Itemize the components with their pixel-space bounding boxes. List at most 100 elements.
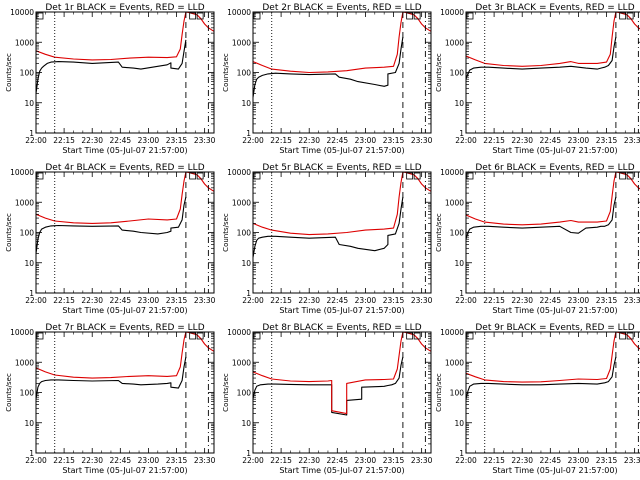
x-tick-label: 23:00: [355, 456, 377, 465]
plot-area: [36, 332, 214, 400]
axes-frame: [252, 11, 432, 134]
axes-frame: [35, 171, 215, 294]
x-tick-label: 22:30: [298, 296, 320, 305]
panel-title: Det 5r BLACK = Events, RED = LLD: [262, 163, 421, 173]
axes-frame: [35, 331, 215, 454]
y-tick-label: 10000: [227, 8, 251, 17]
x-tick-label: 23:15: [166, 136, 188, 145]
x-tick-label: 22:30: [511, 136, 533, 145]
x-tick-label: 22:00: [25, 136, 47, 145]
y-tick-label: 10: [454, 259, 464, 268]
x-tick-label: 23:00: [138, 296, 160, 305]
chart-panel-3: Det 3r BLACK = Events, RED = LLD 1 10 100 10…: [435, 3, 640, 155]
y-tick-label: 1: [459, 289, 464, 298]
events-series-line: [36, 39, 187, 94]
x-tick-label: 23:15: [383, 296, 405, 305]
axes-frame: [465, 331, 640, 454]
chart-panel-1: Det 1r BLACK = Events, RED = LLD 1 10 100 10…: [5, 3, 216, 155]
x-tick-label: 22:45: [540, 136, 562, 145]
y-tick-label: 10000: [440, 328, 464, 337]
axes-frame: [465, 11, 640, 134]
chart-panel-4: Det 4r BLACK = Events, RED = LLD 1 10 100 10…: [5, 163, 216, 315]
y-axis-label: Counts/sec: [435, 213, 443, 252]
marker-box-1: [253, 12, 261, 20]
events-series-line: [36, 196, 187, 254]
x-tick-label: 22:15: [270, 456, 292, 465]
y-tick-label: 10: [241, 99, 251, 108]
lld-series-line: [253, 12, 431, 74]
panel-title: Det 7r BLACK = Events, RED = LLD: [45, 323, 204, 333]
y-axis-label: Counts/sec: [222, 53, 230, 92]
x-tick-label: 22:15: [483, 296, 505, 305]
events-series-line: [466, 356, 617, 400]
marker-box-3: [413, 332, 421, 340]
x-tick-label: 23:00: [568, 456, 590, 465]
x-tick-label: 22:45: [110, 136, 132, 145]
x-axis-label: Start Time (05-Jul-07 21:57:00): [279, 466, 404, 475]
panel-title: Det 6r BLACK = Events, RED = LLD: [475, 163, 634, 173]
marker-box-2: [406, 12, 414, 20]
y-tick-label: 10000: [227, 328, 251, 337]
y-tick-label: 10000: [440, 8, 464, 17]
x-tick-label: 23:15: [596, 296, 618, 305]
y-tick-label: 1000: [232, 358, 251, 367]
marker-box-1: [466, 172, 474, 180]
lld-series-line: [466, 172, 640, 226]
x-tick-label: 22:00: [455, 296, 477, 305]
x-axis-label: Start Time (05-Jul-07 21:57:00): [62, 146, 187, 155]
y-axis-label: Counts/sec: [5, 373, 13, 412]
y-axis-label: Counts/sec: [5, 213, 13, 252]
lld-series-line: [466, 332, 640, 383]
y-tick-label: 10000: [10, 168, 34, 177]
x-axis-label: Start Time (05-Jul-07 21:57:00): [62, 306, 187, 315]
events-series-line: [253, 36, 404, 98]
x-tick-label: 22:00: [455, 456, 477, 465]
x-tick-label: 23:00: [138, 456, 160, 465]
plot-area: [36, 12, 214, 94]
lld-series-line: [466, 12, 640, 67]
y-tick-label: 100: [237, 229, 252, 238]
y-tick-label: 10: [241, 259, 251, 268]
plot-area: [466, 12, 640, 80]
x-tick-label: 23:00: [568, 296, 590, 305]
events-series-line: [466, 36, 617, 80]
x-axis-label: Start Time (05-Jul-07 21:57:00): [279, 146, 404, 155]
marker-box-2: [406, 332, 414, 340]
plot-area: [253, 332, 431, 416]
x-tick-label: 23:15: [166, 296, 188, 305]
x-axis-label: Start Time (05-Jul-07 21:57:00): [492, 146, 617, 155]
events-series-line: [466, 196, 617, 240]
x-tick-label: 22:45: [327, 456, 349, 465]
y-tick-label: 10: [24, 419, 34, 428]
x-tick-label: 23:15: [166, 456, 188, 465]
panel-title: Det 1r BLACK = Events, RED = LLD: [45, 3, 204, 13]
marker-box-1: [466, 12, 474, 20]
marker-box-1: [36, 332, 44, 340]
plot-area: [36, 172, 214, 254]
lld-series-line: [253, 332, 431, 415]
y-tick-label: 10: [454, 99, 464, 108]
x-tick-label: 23:30: [624, 296, 640, 305]
x-tick-label: 22:30: [298, 136, 320, 145]
x-tick-label: 23:30: [411, 456, 433, 465]
x-tick-label: 23:30: [194, 136, 216, 145]
panel-title: Det 4r BLACK = Events, RED = LLD: [45, 163, 204, 173]
y-tick-label: 100: [237, 69, 252, 78]
lld-series-line: [253, 172, 431, 236]
y-tick-label: 100: [20, 69, 35, 78]
y-tick-label: 100: [450, 389, 465, 398]
events-series-line: [253, 196, 404, 258]
plot-area: [466, 172, 640, 240]
y-tick-label: 10: [454, 419, 464, 428]
x-tick-label: 22:45: [327, 296, 349, 305]
chart-panel-2: Det 2r BLACK = Events, RED = LLD 1 10 100 10…: [222, 3, 433, 155]
x-tick-label: 22:15: [270, 136, 292, 145]
lld-series-line: [36, 12, 214, 61]
x-tick-label: 22:45: [110, 296, 132, 305]
marker-box-2: [619, 332, 627, 340]
y-tick-label: 1: [29, 129, 34, 138]
x-tick-label: 23:00: [355, 136, 377, 145]
x-axis-label: Start Time (05-Jul-07 21:57:00): [62, 466, 187, 475]
lld-series-line: [36, 332, 214, 379]
x-axis-label: Start Time (05-Jul-07 21:57:00): [492, 466, 617, 475]
